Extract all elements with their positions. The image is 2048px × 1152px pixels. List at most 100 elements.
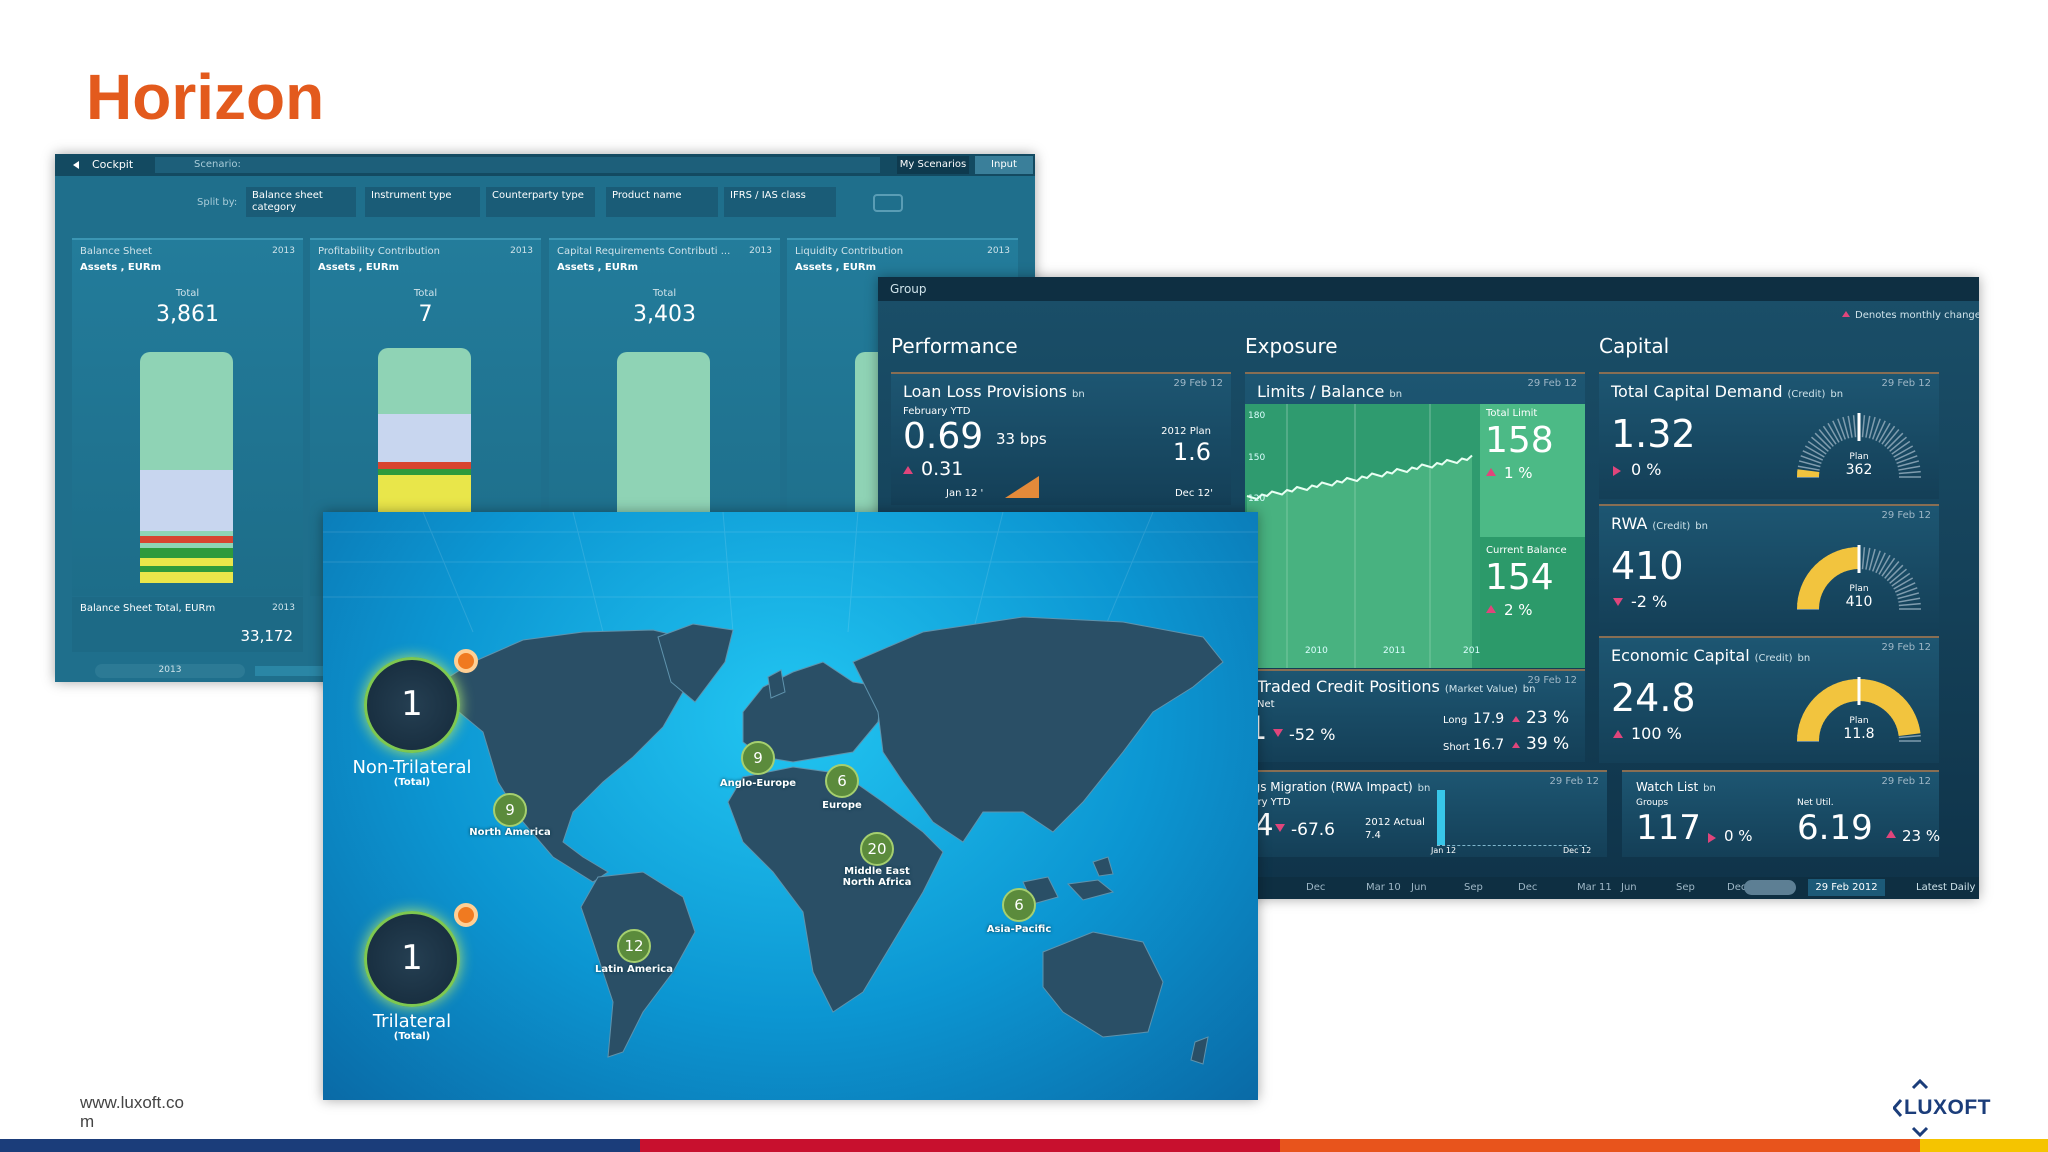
bar-segment [140,558,233,566]
group-circle[interactable]: 1 [364,911,460,1007]
filter-button[interactable]: Balance sheet category [246,187,356,217]
date-text: 29 Feb 2012 [1815,882,1878,893]
region-label: Europe [822,800,862,811]
gauge-hatch [1886,564,1904,582]
mode-label[interactable]: Latest Daily [1916,882,1976,893]
map-screenshot: 1 Non-Trilateral (Total) 1 Trilateral (Total)… [323,512,1258,1100]
footer-bar-blue [0,1139,640,1152]
kpi-value: 1.32 [1611,412,1696,456]
total-value: 3,861 [156,302,219,327]
region-bubble[interactable]: 12 [617,929,651,963]
gauge-hatch [1807,440,1827,455]
box-change: 1 % [1504,464,1533,482]
gauge-hatch [1891,572,1911,587]
card: Economic Capital (Credit) bn 29 Feb 12 24.8 1… [1599,636,1939,763]
change: 0.31 [921,458,964,480]
timeline-label: Sep [1676,882,1695,893]
gauge-hatch [1852,415,1857,438]
plot-bg [1245,404,1480,668]
total-limit-box: Total Limit 158 1 % [1480,404,1585,537]
card: Watch List bn 29 Feb 12 Groups 117 0 % Net Uti… [1622,770,1940,857]
panel-title: Capital Requirements Contributi ... [557,246,731,257]
box-label: Total Limit [1486,408,1538,419]
filter-button[interactable]: Product name [606,187,718,217]
gauge-hatch [1898,734,1921,739]
region-label: North America [469,827,551,838]
filter-button[interactable]: IFRS / IAS class [724,187,836,217]
year-slider[interactable]: 2013 [95,664,245,678]
short-label: Short [1443,742,1470,753]
total-value: 3,403 [633,302,696,327]
total-label: Total [413,288,438,299]
section-heading: Performance [891,334,1018,358]
alert-dot[interactable] [454,903,478,927]
change: -2 % [1631,592,1668,611]
card-qualifier: (Credit) [1787,389,1826,400]
card-unit: bn [1830,389,1844,400]
gauge-hatch [1814,432,1832,450]
footer-url[interactable]: www.luxoft.com [80,1093,184,1131]
filter-button[interactable]: Counterparty type [486,187,595,217]
region-label: Anglo-Europe [719,778,797,789]
gauge-hatch [1893,445,1914,458]
x-tick-label: 2012 [1463,646,1486,656]
footer-bar-red [640,1139,1280,1152]
card-unit: bn [1695,521,1708,532]
gauge-hatch [1881,425,1896,445]
legend-note: Denotes monthly change [1855,310,1979,321]
plan-value: 362 [1845,462,1873,478]
panel-subtitle: Assets , EURm [80,262,161,273]
gauge-hatch [1896,587,1918,597]
up-arrow [1512,716,1520,722]
card-date: 29 Feb 12 [1173,378,1223,389]
gauge-hatch [1884,429,1900,447]
up-arrow [1486,605,1496,613]
tab[interactable]: My Scenarios [897,156,969,174]
timeline-label: Mar 11 [1577,882,1612,893]
bar-segment [140,572,233,583]
plan-label: Plan [1849,584,1869,594]
long-value: 17.9 [1473,711,1505,727]
alert-dot[interactable] [454,649,478,673]
trend-area [1005,476,1039,498]
left-arrow [73,161,79,169]
panel-year: 2013 [749,246,772,256]
card-title: RWA (Credit) bn [1611,514,1708,533]
region-value: 12 [624,937,644,955]
gauge-hatch [1878,422,1891,443]
bar-segment [140,566,233,572]
region-bubble[interactable]: 9 [741,741,775,775]
group-label: Trilateral [372,1011,452,1032]
card-date: 29 Feb 12 [1881,378,1931,389]
back-link[interactable]: Cockpit [92,158,134,171]
scenario-bar [155,157,880,173]
timeline-control[interactable] [1744,880,1796,895]
gauge-hatch [1894,450,1916,461]
card-unit: bn [1071,389,1085,400]
region-bubble[interactable]: 9 [493,793,527,827]
actual-label: 2012 Actual [1365,817,1425,828]
box-label: Current Balance [1486,545,1567,556]
up-arrow [903,466,913,474]
tab[interactable]: Input [975,156,1033,174]
region-label: Middle East North Africa [842,866,912,888]
panel-title: Liquidity Contribution [795,246,904,257]
gauge-hatch [1822,425,1837,445]
gauge-hatch [1827,422,1840,443]
filter-button[interactable]: Instrument type [365,187,480,217]
card-qualifier: (Credit) [1652,521,1691,532]
balance-area [1247,455,1472,668]
gauge-hatch [1847,415,1853,438]
gauge-hatch [1797,465,1820,471]
date-box[interactable]: 29 Feb 2012 [1808,879,1885,896]
region-bubble[interactable]: 20 [860,832,894,866]
short-change: 39 % [1526,734,1570,754]
card: Traded Credit Positions (Market Value) bn 2… [1245,669,1585,762]
region-bubble[interactable]: 6 [1002,888,1036,922]
groups-value: 117 [1636,808,1701,848]
region-bubble[interactable]: 6 [825,764,859,798]
card-title-text: Watch List [1636,780,1699,794]
plan-value: 1.6 [1172,438,1211,466]
group-circle[interactable]: 1 [364,657,460,753]
